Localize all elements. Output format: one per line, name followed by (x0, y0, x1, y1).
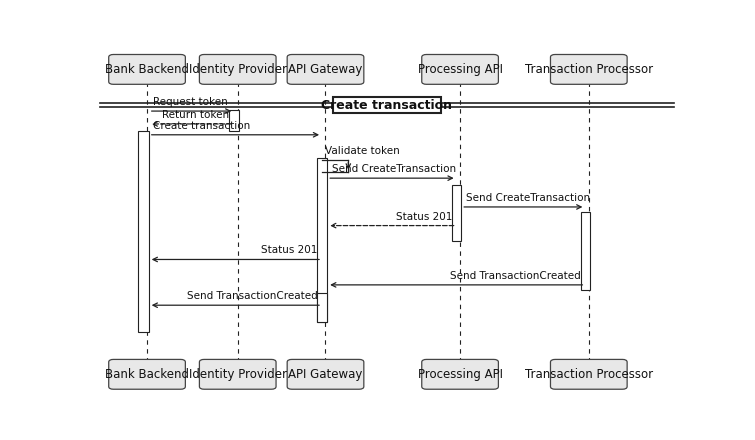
Text: API Gateway: API Gateway (288, 63, 362, 76)
FancyBboxPatch shape (287, 55, 364, 84)
Text: Request token: Request token (153, 97, 228, 107)
FancyBboxPatch shape (550, 55, 627, 84)
Text: API Gateway: API Gateway (288, 368, 362, 381)
Text: Send TransactionCreated: Send TransactionCreated (186, 291, 317, 301)
Text: Transaction Processor: Transaction Processor (525, 63, 653, 76)
FancyBboxPatch shape (422, 359, 498, 389)
Text: Identity Provider: Identity Provider (189, 368, 287, 381)
Text: Status 201: Status 201 (261, 246, 317, 255)
Bar (317, 293, 327, 322)
Text: Bank Backend: Bank Backend (105, 63, 189, 76)
Text: Identity Provider: Identity Provider (189, 63, 287, 76)
Text: Processing API: Processing API (418, 368, 503, 381)
Text: Send TransactionCreated: Send TransactionCreated (450, 271, 581, 281)
Text: Validate token: Validate token (325, 146, 399, 156)
FancyBboxPatch shape (109, 359, 186, 389)
Text: Send CreateTransaction: Send CreateTransaction (466, 193, 590, 203)
FancyBboxPatch shape (333, 97, 441, 114)
FancyBboxPatch shape (287, 359, 364, 389)
Bar (317, 158, 327, 322)
Text: Send CreateTransaction: Send CreateTransaction (332, 164, 456, 174)
Bar (138, 131, 149, 332)
Text: Transaction Processor: Transaction Processor (525, 368, 653, 381)
FancyBboxPatch shape (199, 55, 276, 84)
Text: Create transaction: Create transaction (153, 121, 251, 131)
FancyBboxPatch shape (550, 359, 627, 389)
FancyBboxPatch shape (109, 55, 186, 84)
Text: Status 201: Status 201 (396, 212, 452, 221)
Text: Bank Backend: Bank Backend (105, 368, 189, 381)
FancyBboxPatch shape (199, 359, 276, 389)
Bar (452, 185, 461, 241)
Text: Processing API: Processing API (418, 63, 503, 76)
Text: Return token: Return token (162, 110, 230, 120)
Text: Create transaction: Create transaction (322, 99, 452, 112)
Bar (229, 110, 239, 131)
Bar (581, 212, 590, 290)
FancyBboxPatch shape (422, 55, 498, 84)
